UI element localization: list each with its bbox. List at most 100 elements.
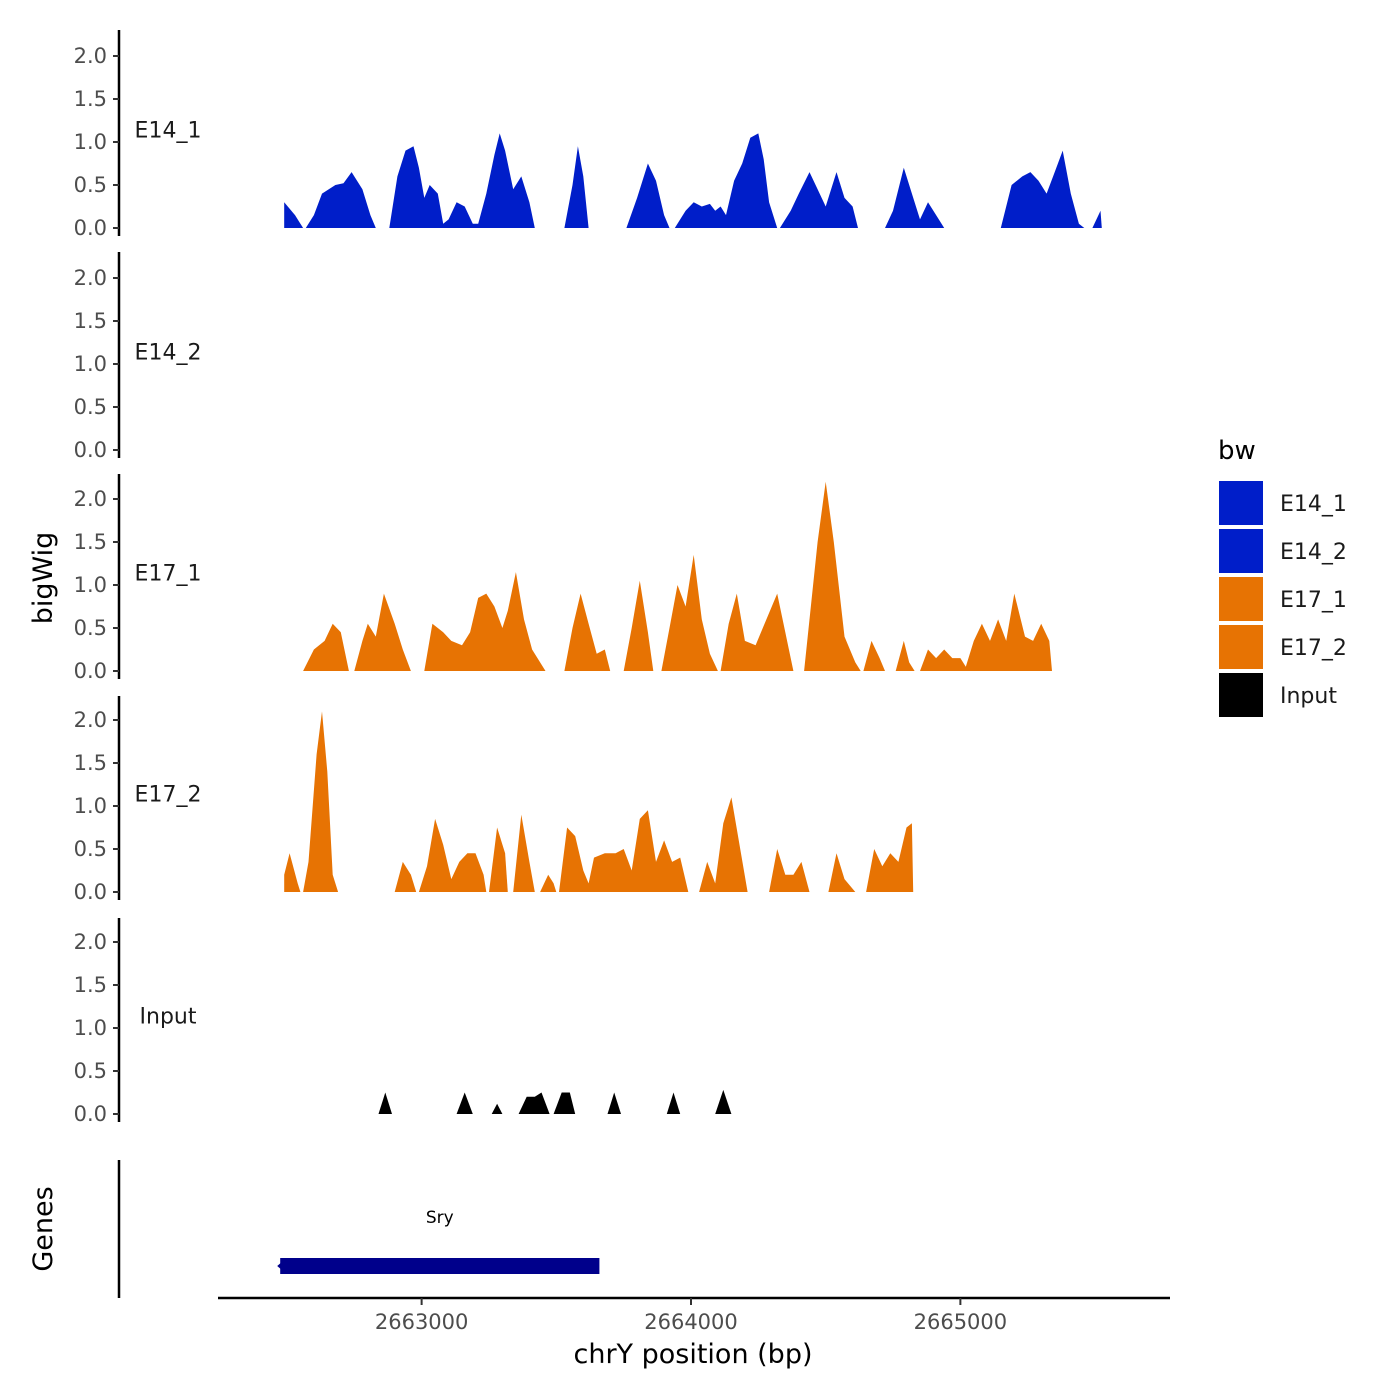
y-tick-label: 0.0 [74,216,107,240]
coverage-peak [394,861,417,892]
coverage-peak [559,810,689,892]
track-panels: 0.0 0.5 1.0 1.5 2.0 E14_1 0.0 0.5 1.0 1.5 2.0 E14_2… [74,30,1102,1126]
coverage-peak [828,853,856,892]
y-tick-label: 0.0 [74,438,107,462]
coverage-peak [1092,210,1102,228]
legend-item-label: Input [1280,684,1337,709]
legend-title: bw [1218,436,1256,466]
coverage-peak [564,146,589,228]
y-tick-label: 2.0 [74,44,107,68]
coverage-peak [895,640,915,671]
panel-label: E17_1 [135,562,202,587]
coverage-peak [920,593,1052,671]
y-tick-label: 0.5 [74,395,107,419]
coverage-peak [804,481,861,671]
coverage-peak [518,1092,550,1114]
coverage-peak [418,818,487,892]
y-axis-title: bigWig [28,532,59,625]
y-tick-label: 1.0 [74,1016,107,1040]
y-tick-label: 2.0 [74,487,107,511]
legend-swatch [1217,527,1265,575]
coverage-peak [303,711,339,892]
coverage-peak [513,814,535,892]
legend-swatch [1217,671,1265,719]
coverage-peak [720,593,794,671]
y-tick-label: 0.5 [74,616,107,640]
coverage-peak [607,1092,621,1114]
legend-item-label: E14_2 [1280,540,1347,565]
y-tick-label: 1.5 [74,309,107,333]
coverage-peak [626,163,670,228]
coverage-peak [866,823,914,892]
coverage-peak [779,172,858,228]
y-tick-label: 2.0 [74,708,107,732]
y-tick-label: 0.0 [74,880,107,904]
coverage-peak [284,202,304,228]
coverage-peak [389,133,535,228]
legend: bw E14_1 E14_2 E17_1 E17_2 Input [1217,436,1347,719]
coverage-peak [489,827,508,892]
legend-swatch [1217,623,1265,671]
coverage-peak [1000,150,1085,228]
y-tick-label: 1.0 [74,794,107,818]
y-tick-label: 0.5 [74,837,107,861]
coverage-peak [666,1092,681,1114]
y-tick-label: 1.0 [74,352,107,376]
legend-item-label: E17_1 [1280,588,1347,613]
panel-label: E14_1 [135,119,202,144]
coverage-peak [553,1092,576,1114]
gene-track-title: Genes [28,1186,59,1271]
gene-body [280,1258,600,1274]
legend-item-label: E14_1 [1280,492,1347,517]
coverage-peak [491,1103,503,1114]
coverage-peak [378,1092,392,1114]
coverage-peak [564,593,611,671]
y-tick-label: 0.0 [74,1102,107,1126]
coverage-peak [715,1089,732,1114]
coverage-peak [284,853,301,892]
y-tick-label: 1.0 [74,573,107,597]
legend-swatch [1217,479,1265,527]
y-tick-label: 1.5 [74,751,107,775]
coverage-peak [303,623,349,671]
x-tick-label: 2665000 [914,1310,1008,1334]
y-tick-label: 0.0 [74,659,107,683]
panel-label: Input [140,1005,197,1030]
gene-strand-arrow [277,1260,285,1272]
coverage-peak [540,874,557,892]
gene-track: Genes Sry [28,1160,600,1298]
x-axis: 2663000 2664000 2665000 [218,1296,1170,1334]
x-tick-label: 2663000 [375,1310,469,1334]
legend-swatch [1217,575,1265,623]
y-tick-label: 2.0 [74,266,107,290]
coverage-peak [354,593,411,671]
track-panel-input: 0.0 0.5 1.0 1.5 2.0 Input [74,918,732,1126]
y-tick-label: 1.5 [74,973,107,997]
coverage-peak [885,167,945,228]
legend-item-label: E17_2 [1280,636,1347,661]
coverage-peak [699,797,748,892]
coverage-peak [769,849,810,892]
x-tick-label: 2664000 [644,1310,738,1334]
coverage-peak [661,554,718,671]
y-tick-label: 1.0 [74,130,107,154]
track-panel-e17-2: 0.0 0.5 1.0 1.5 2.0 E17_2 [74,696,914,904]
gene-label: Sry [426,1208,454,1228]
y-tick-label: 1.5 [74,530,107,554]
coverage-peak [863,640,885,671]
panel-label: E17_2 [135,783,202,808]
track-panel-e14-1: 0.0 0.5 1.0 1.5 2.0 E14_1 [74,30,1102,240]
track-panel-e14-2: 0.0 0.5 1.0 1.5 2.0 E14_2 [74,252,202,462]
coverage-peak [456,1092,473,1114]
y-tick-label: 0.5 [74,173,107,197]
x-axis-title: chrY position (bp) [573,1339,812,1370]
y-tick-label: 2.0 [74,930,107,954]
coverage-peak [424,572,546,671]
coverage-peak [623,580,654,671]
y-tick-label: 1.5 [74,87,107,111]
panel-label: E14_2 [135,341,202,366]
track-panel-e17-1: 0.0 0.5 1.0 1.5 2.0 E17_1 [74,474,1052,683]
y-tick-label: 0.5 [74,1059,107,1083]
coverage-peak [305,172,376,228]
